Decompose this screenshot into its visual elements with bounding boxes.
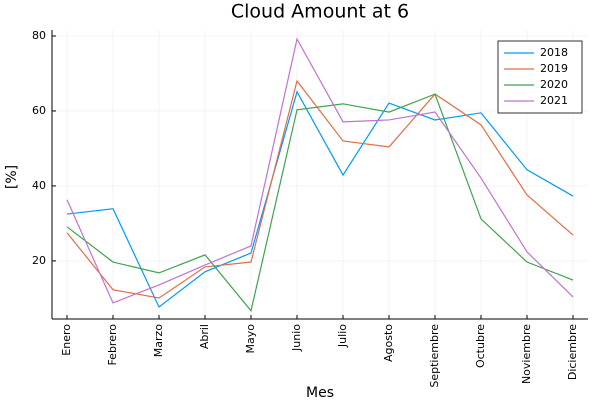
x-tick-label: Mayo: [244, 324, 257, 354]
x-axis-label: Mes: [306, 385, 334, 400]
x-tick-label: Junio: [290, 324, 303, 352]
x-tick-label: Julio: [336, 324, 349, 348]
legend-label: 2018: [540, 46, 568, 59]
y-axis-label: [%]: [4, 165, 20, 189]
x-tick-label: Enero: [60, 324, 73, 356]
series-line: [66, 90, 574, 308]
x-tick-label: Agosto: [382, 324, 395, 362]
x-tick-label: Noviembre: [520, 324, 533, 384]
x-tick-label: Marzo: [152, 324, 165, 358]
chart-title: Cloud Amount at 6: [231, 1, 409, 23]
legend-label: 2020: [540, 78, 568, 91]
x-tick-label: Febrero: [106, 324, 119, 366]
y-tick-label: 40: [32, 179, 46, 192]
x-tick-label: Abril: [198, 324, 211, 349]
x-tick-label: Octubre: [474, 324, 487, 368]
y-tick-label: 20: [32, 254, 46, 267]
series-line: [66, 37, 574, 304]
y-tick-label: 60: [32, 104, 46, 117]
x-tick-label: Septiembre: [428, 324, 441, 388]
x-tick-label: Diciembre: [566, 324, 579, 380]
legend-label: 2021: [540, 94, 568, 107]
legend-label: 2019: [540, 62, 568, 75]
series-line: [66, 93, 574, 313]
series-line: [66, 79, 574, 299]
y-tick-label: 80: [32, 29, 46, 42]
